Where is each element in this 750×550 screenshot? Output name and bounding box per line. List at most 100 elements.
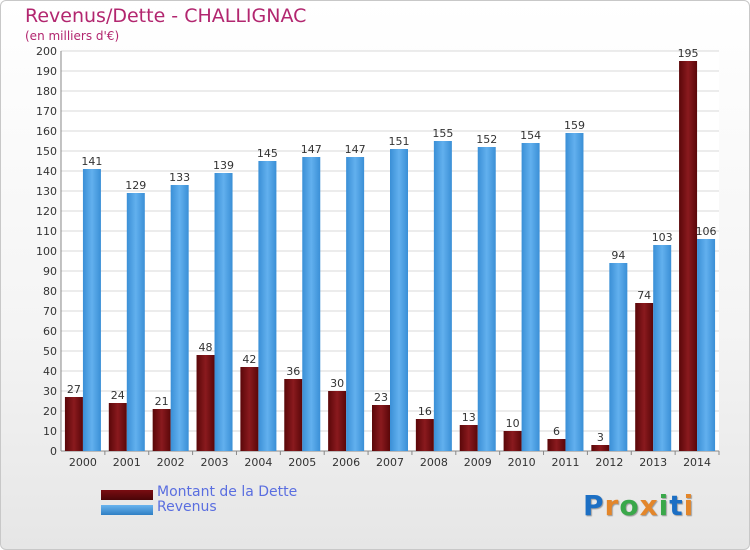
data-label-dette: 21 — [155, 395, 169, 408]
logo-letter: P — [583, 489, 605, 522]
data-label-dette: 42 — [242, 353, 256, 366]
bar-revenus — [697, 239, 716, 451]
data-label-revenus: 133 — [169, 171, 190, 184]
logo-letter: i — [658, 489, 670, 522]
data-label-dette: 48 — [199, 341, 213, 354]
bar-dette — [196, 355, 215, 451]
bar-dette — [591, 445, 610, 451]
legend-label-debt: Montant de la Dette — [157, 484, 298, 500]
data-label-revenus: 106 — [696, 225, 717, 238]
bar-revenus — [390, 149, 408, 451]
bar-revenus — [126, 193, 145, 451]
y-tick-label: 20 — [43, 405, 57, 418]
bar-dette — [284, 379, 303, 451]
bar-revenus — [82, 169, 101, 451]
x-tick-label: 2013 — [639, 456, 667, 469]
data-label-revenus: 155 — [432, 127, 453, 140]
y-tick-label: 100 — [36, 245, 57, 258]
data-label-dette: 3 — [597, 431, 604, 444]
logo-letter: r — [604, 489, 620, 522]
x-tick-label: 2014 — [683, 456, 711, 469]
y-tick-label: 140 — [36, 165, 57, 178]
data-label-dette: 195 — [678, 47, 699, 60]
legend-swatch-revenus — [101, 505, 153, 515]
data-label-revenus: 129 — [125, 179, 146, 192]
x-tick-label: 2000 — [69, 456, 97, 469]
data-label-revenus: 147 — [301, 143, 322, 156]
y-tick-label: 190 — [36, 65, 57, 78]
bar-dette — [635, 303, 654, 451]
bar-dette — [679, 61, 698, 451]
data-label-dette: 16 — [418, 405, 432, 418]
bar-dette — [108, 403, 127, 451]
data-label-dette: 36 — [286, 365, 300, 378]
y-tick-label: 90 — [43, 265, 57, 278]
x-tick-label: 2012 — [595, 456, 623, 469]
logo-letter: i — [683, 489, 695, 522]
y-tick-label: 50 — [43, 345, 57, 358]
x-tick-label: 2005 — [288, 456, 316, 469]
bar-dette — [64, 397, 83, 451]
y-tick-label: 60 — [43, 325, 57, 338]
bar-revenus — [302, 157, 321, 451]
data-label-dette: 10 — [506, 417, 520, 430]
legend-swatch-debt — [101, 490, 153, 500]
bar-dette — [415, 419, 434, 451]
x-tick-label: 2010 — [508, 456, 536, 469]
y-tick-label: 200 — [36, 45, 57, 58]
bar-dette — [328, 391, 347, 451]
bar-dette — [503, 431, 522, 451]
data-label-dette: 6 — [553, 425, 560, 438]
bar-dette — [152, 409, 171, 451]
bar-revenus — [653, 245, 672, 451]
y-tick-label: 110 — [36, 225, 57, 238]
data-label-revenus: 139 — [213, 159, 234, 172]
y-tick-label: 80 — [43, 285, 57, 298]
bar-revenus — [214, 173, 233, 451]
x-tick-label: 2002 — [157, 456, 185, 469]
data-label-dette: 27 — [67, 383, 81, 396]
data-label-revenus: 147 — [345, 143, 366, 156]
x-tick-label: 2011 — [551, 456, 579, 469]
y-tick-label: 130 — [36, 185, 57, 198]
x-tick-label: 2001 — [113, 456, 141, 469]
bar-dette — [372, 405, 390, 451]
y-tick-label: 70 — [43, 305, 57, 318]
bar-revenus — [346, 157, 365, 451]
x-tick-label: 2008 — [420, 456, 448, 469]
logo-letter: o — [619, 489, 640, 522]
y-tick-label: 170 — [36, 105, 57, 118]
x-tick-label: 2003 — [201, 456, 229, 469]
x-tick-label: 2009 — [464, 456, 492, 469]
data-label-dette: 30 — [330, 377, 344, 390]
bar-dette — [240, 367, 259, 451]
bar-revenus — [433, 141, 452, 451]
y-tick-label: 40 — [43, 365, 57, 378]
data-label-dette: 74 — [637, 289, 651, 302]
data-label-revenus: 151 — [389, 135, 410, 148]
data-label-revenus: 103 — [652, 231, 673, 244]
bar-revenus — [258, 161, 277, 451]
data-label-revenus: 159 — [564, 119, 585, 132]
x-tick-label: 2007 — [376, 456, 404, 469]
data-label-revenus: 154 — [520, 129, 541, 142]
proxiti-logo: Proxiti — [583, 489, 694, 522]
data-label-revenus: 94 — [611, 249, 625, 262]
x-tick-label: 2004 — [244, 456, 272, 469]
y-tick-label: 0 — [50, 445, 57, 458]
y-tick-label: 120 — [36, 205, 57, 218]
data-label-dette: 13 — [462, 411, 476, 424]
data-label-revenus: 141 — [81, 155, 102, 168]
data-label-revenus: 145 — [257, 147, 278, 160]
data-label-revenus: 152 — [476, 133, 497, 146]
chart-subtitle: (en milliers d'€) — [25, 29, 120, 43]
legend-label-revenus: Revenus — [157, 499, 217, 515]
bar-revenus — [565, 133, 584, 451]
y-tick-label: 160 — [36, 125, 57, 138]
logo-letter: x — [639, 489, 659, 522]
bar-revenus — [170, 185, 189, 451]
data-label-dette: 23 — [374, 391, 388, 404]
bar-dette — [459, 425, 478, 451]
